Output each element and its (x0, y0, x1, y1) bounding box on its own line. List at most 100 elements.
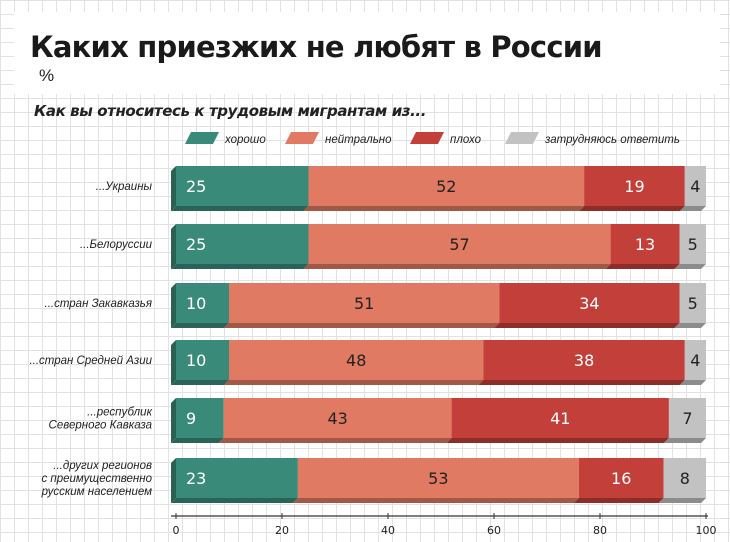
bar-value-3-2: 38 (574, 351, 594, 370)
bar-depth-3-2 (478, 380, 685, 385)
bar-depth-5-0 (171, 498, 298, 503)
bar-side-0 (171, 166, 176, 211)
bar-depth-1-0 (171, 264, 309, 269)
legend-label-2: плохо (450, 134, 482, 146)
bar-segment-4-0 (176, 398, 224, 438)
bar-segment-0-3 (684, 166, 706, 206)
legend-swatch-2 (410, 132, 444, 144)
bar-depth-0-2 (579, 206, 685, 211)
bar-value-5-1: 53 (428, 469, 448, 488)
bar-segment-2-1 (229, 283, 500, 323)
chart-title: Каких приезжих не любят в России (30, 30, 603, 64)
bar-depth-2-1 (224, 323, 500, 328)
bar-segment-1-2 (610, 224, 680, 264)
bar-value-0-1: 52 (436, 177, 456, 196)
bar-value-4-2: 41 (550, 409, 570, 428)
bar-depth-4-3 (663, 438, 706, 443)
bar-segment-5-2 (578, 458, 664, 498)
unit-label: % (39, 66, 55, 85)
category-label-5: ...других регионов с преимущественно русск… (41, 460, 153, 498)
bar-depth-4-1 (218, 438, 452, 443)
bars: 25 52 19 4 25 57 13 5 10 51 34 5 10 48 38 4 9 43 41 7 23 53 16… (171, 166, 706, 503)
bar-segment-4-3 (668, 398, 706, 438)
bar-segment-1-0 (176, 224, 309, 264)
category-labels: ...Украины ...Белорусcии ...стран Закавказ… (29, 181, 152, 498)
bar-segment-5-1 (297, 458, 579, 498)
bar-segment-5-0 (176, 458, 298, 498)
bar-value-0-2: 19 (624, 177, 644, 196)
bar-value-1-3: 5 (688, 235, 698, 254)
bar-value-0-3: 4 (690, 177, 700, 196)
bar-value-1-1: 57 (449, 235, 469, 254)
bar-depth-2-2 (494, 323, 680, 328)
bar-segment-3-0 (176, 340, 229, 380)
legend-swatch-0 (185, 132, 219, 144)
bar-segment-2-2 (499, 283, 680, 323)
bar-segment-0-1 (308, 166, 585, 206)
bar-segment-4-2 (451, 398, 669, 438)
bar-value-1-2: 13 (635, 235, 655, 254)
bar-depth-0-0 (171, 206, 309, 211)
x-tick-label-0: 0 (173, 524, 180, 537)
legend-label-3: затрудняюсь ответить (544, 134, 680, 146)
bar-segment-1-1 (308, 224, 611, 264)
bar-segment-3-3 (684, 340, 706, 380)
bar-segment-3-1 (229, 340, 484, 380)
bar-side-1 (171, 224, 176, 269)
bar-value-4-0: 9 (186, 409, 196, 428)
bar-segment-0-2 (584, 166, 685, 206)
bar-value-1-0: 25 (186, 235, 206, 254)
bar-depth-4-2 (446, 438, 669, 443)
legend-swatch-3 (505, 132, 539, 144)
x-tick-label-2: 40 (381, 524, 395, 537)
header-panel (14, 12, 720, 94)
bar-value-3-1: 48 (346, 351, 366, 370)
bar-segment-2-0 (176, 283, 229, 323)
legend-label-1: нейтрально (325, 134, 392, 146)
bar-depth-3-0 (171, 380, 229, 385)
bar-depth-5-1 (292, 498, 579, 503)
x-tick-label-5: 100 (696, 524, 717, 537)
bar-segment-0-0 (176, 166, 309, 206)
category-label-2: ...стран Закавказья (45, 298, 153, 310)
bar-value-2-3: 5 (688, 294, 698, 313)
bar-depth-0-1 (303, 206, 585, 211)
bar-value-3-0: 10 (186, 351, 206, 370)
bar-segment-3-2 (483, 340, 685, 380)
category-label-4: ...республик Северного Кавказа (49, 407, 153, 432)
bar-depth-2-3 (674, 323, 706, 328)
bar-segment-1-3 (679, 224, 706, 264)
bar-depth-5-2 (573, 498, 664, 503)
bar-value-0-0: 25 (186, 177, 206, 196)
bar-segment-4-1 (223, 398, 452, 438)
bar-value-4-1: 43 (327, 409, 347, 428)
bar-value-5-3: 8 (680, 469, 690, 488)
bar-side-3 (171, 340, 176, 385)
bar-depth-4-0 (171, 438, 224, 443)
bar-value-2-2: 34 (579, 294, 599, 313)
legend-label-0: хорошо (224, 134, 266, 146)
bar-depth-1-1 (303, 264, 611, 269)
bar-value-4-3: 7 (682, 409, 692, 428)
bar-value-2-1: 51 (354, 294, 374, 313)
x-tick-label-3: 60 (487, 524, 501, 537)
x-axis: 0 20 40 60 80 100 (171, 513, 717, 537)
bar-depth-3-3 (679, 380, 706, 385)
bar-segment-2-3 (679, 283, 706, 323)
chart-subtitle: Как вы относитесь к трудовым мигрантам и… (34, 102, 427, 120)
legend-swatch-1 (285, 132, 319, 144)
bar-value-5-0: 23 (186, 469, 206, 488)
x-tick-label-4: 80 (593, 524, 607, 537)
category-label-1: ...Белорусcии (80, 239, 153, 251)
legend: хорошо нейтрально плохо затрудняюсь ответит… (185, 132, 680, 146)
bar-depth-0-3 (679, 206, 706, 211)
category-label-0: ...Украины (96, 181, 153, 193)
bar-value-2-0: 10 (186, 294, 206, 313)
bar-value-5-2: 16 (611, 469, 631, 488)
bar-depth-5-3 (658, 498, 706, 503)
category-label-3: ...стран Средней Азии (29, 355, 152, 367)
bar-depth-2-0 (171, 323, 229, 328)
bar-side-5 (171, 458, 176, 503)
bar-side-4 (171, 398, 176, 443)
